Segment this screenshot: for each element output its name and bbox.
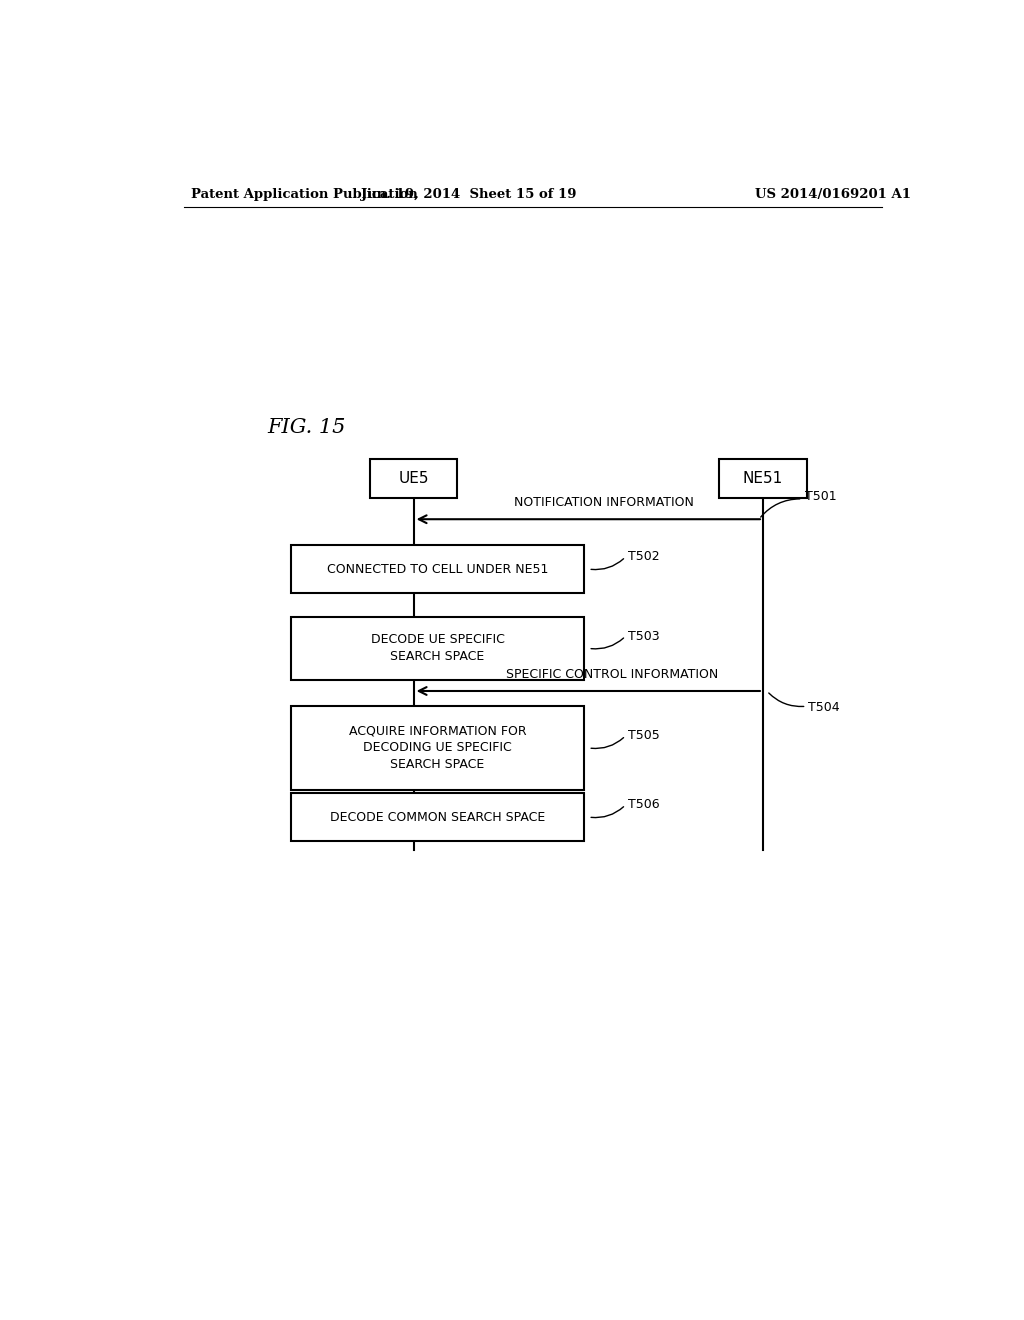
Bar xyxy=(291,792,585,841)
Text: T504: T504 xyxy=(808,701,840,714)
Text: UE5: UE5 xyxy=(398,471,429,486)
Bar xyxy=(291,616,585,680)
Text: SPECIFIC CONTROL INFORMATION: SPECIFIC CONTROL INFORMATION xyxy=(506,668,718,681)
Text: T501: T501 xyxy=(805,490,837,503)
Text: ACQUIRE INFORMATION FOR
DECODING UE SPECIFIC
SEARCH SPACE: ACQUIRE INFORMATION FOR DECODING UE SPEC… xyxy=(349,725,526,771)
Text: T503: T503 xyxy=(628,630,659,643)
Text: CONNECTED TO CELL UNDER NE51: CONNECTED TO CELL UNDER NE51 xyxy=(327,562,548,576)
Text: T506: T506 xyxy=(628,799,659,812)
Text: FIG. 15: FIG. 15 xyxy=(267,418,345,437)
Text: DECODE UE SPECIFIC
SEARCH SPACE: DECODE UE SPECIFIC SEARCH SPACE xyxy=(371,634,505,664)
Bar xyxy=(719,459,807,498)
Text: T505: T505 xyxy=(628,729,659,742)
Bar xyxy=(291,545,585,594)
Bar xyxy=(291,706,585,789)
Text: NE51: NE51 xyxy=(742,471,783,486)
Text: NOTIFICATION INFORMATION: NOTIFICATION INFORMATION xyxy=(514,496,694,510)
Text: DECODE COMMON SEARCH SPACE: DECODE COMMON SEARCH SPACE xyxy=(330,810,545,824)
Text: Patent Application Publication: Patent Application Publication xyxy=(191,189,418,202)
Text: Jun. 19, 2014  Sheet 15 of 19: Jun. 19, 2014 Sheet 15 of 19 xyxy=(361,189,577,202)
Text: T502: T502 xyxy=(628,550,659,564)
Text: US 2014/0169201 A1: US 2014/0169201 A1 xyxy=(755,189,911,202)
Bar xyxy=(370,459,458,498)
